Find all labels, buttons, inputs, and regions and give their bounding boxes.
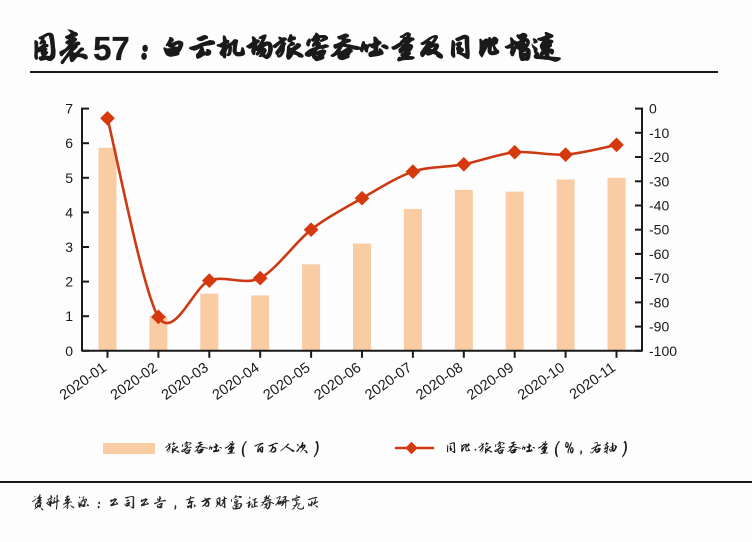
svg-text:-10: -10 [649, 125, 669, 141]
svg-text:-30: -30 [649, 173, 669, 189]
svg-text:-100: -100 [649, 343, 677, 359]
svg-text:5: 5 [65, 170, 73, 186]
svg-text:-50: -50 [649, 222, 669, 238]
svg-text:-80: -80 [649, 294, 669, 310]
svg-text:2020-09: 2020-09 [464, 360, 517, 404]
svg-text:2020-07: 2020-07 [362, 360, 415, 404]
svg-text:-40: -40 [649, 198, 669, 214]
svg-text:同比·旅客吞吐量（%，右轴）: 同比·旅客吞吐量（%，右轴） [444, 440, 632, 458]
svg-text:旅客吞吐量（百万人次）: 旅客吞吐量（百万人次） [165, 440, 323, 458]
svg-text:0: 0 [65, 343, 73, 359]
svg-text:0: 0 [649, 101, 657, 117]
svg-text:7: 7 [65, 101, 73, 117]
svg-text:4: 4 [65, 204, 73, 220]
svg-text:2020-06: 2020-06 [312, 360, 365, 404]
svg-text:3: 3 [65, 239, 73, 255]
svg-text:-60: -60 [649, 246, 669, 262]
svg-text:-90: -90 [649, 319, 669, 335]
svg-text:2020-03: 2020-03 [159, 360, 212, 404]
svg-text:2020-10: 2020-10 [515, 360, 568, 404]
svg-text:2020-02: 2020-02 [108, 360, 161, 404]
svg-text:2020-01: 2020-01 [57, 360, 110, 404]
svg-text:-70: -70 [649, 270, 669, 286]
svg-text:2: 2 [65, 274, 73, 290]
svg-text:6: 6 [65, 135, 73, 151]
svg-text:2020-08: 2020-08 [413, 360, 466, 404]
svg-text:2020-11: 2020-11 [567, 360, 619, 403]
svg-text:2020-04: 2020-04 [210, 360, 263, 404]
svg-text:2020-05: 2020-05 [261, 360, 314, 404]
svg-text:-20: -20 [649, 149, 669, 165]
svg-text:1: 1 [65, 308, 73, 324]
